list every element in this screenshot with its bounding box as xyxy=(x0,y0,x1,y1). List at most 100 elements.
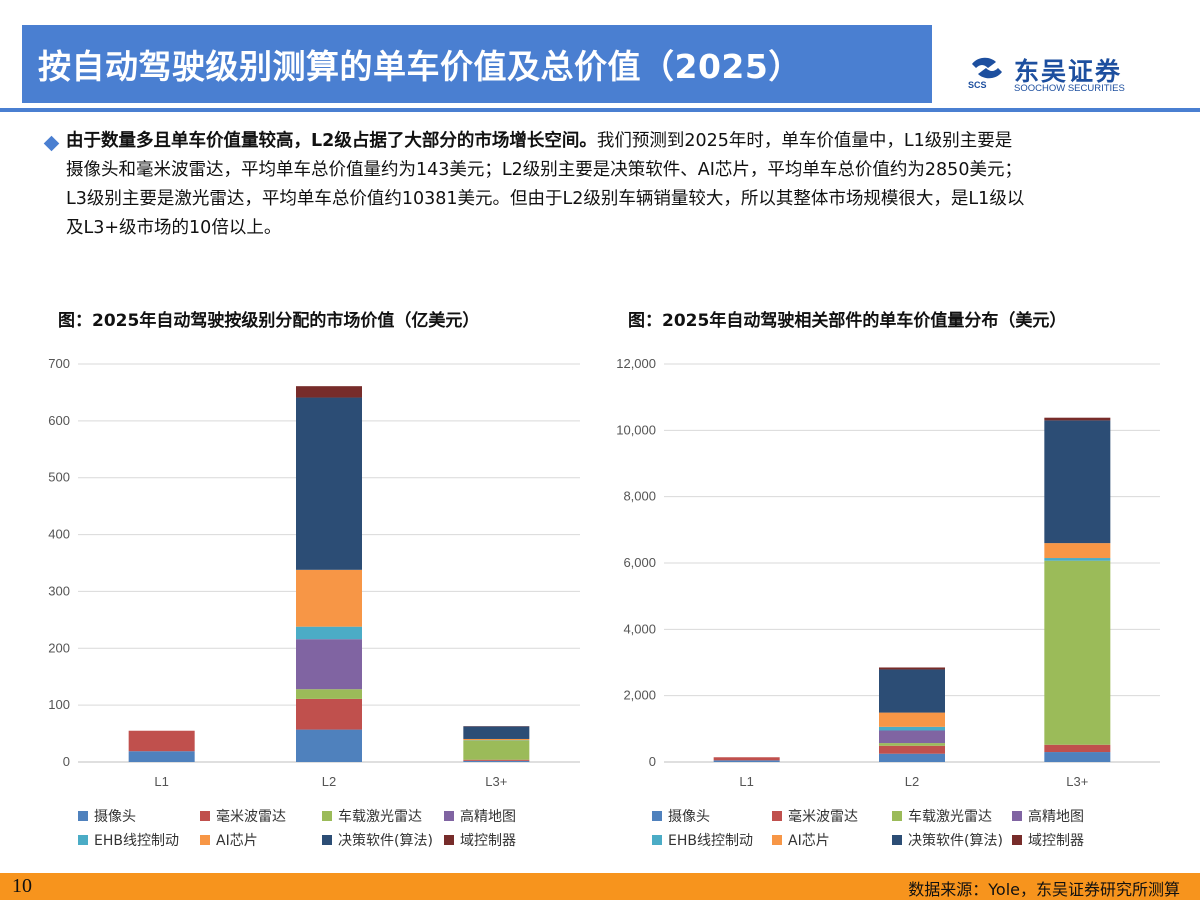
summary-line-4: 及L3+级市场的10倍以上。 xyxy=(66,218,282,238)
bar-segment xyxy=(296,689,362,699)
bar-segment xyxy=(463,760,530,762)
bar-segment xyxy=(296,698,362,730)
footer-bar: 10 数据来源：Yole，东吴证券研究所测算 xyxy=(0,873,1200,900)
bar-segment xyxy=(128,751,195,762)
x-tick-label: L3+ xyxy=(485,774,507,789)
legend-swatch xyxy=(322,811,332,821)
legend-label: 摄像头 xyxy=(668,809,710,825)
right-chart-title: 图：2025年自动驾驶相关部件的单车价值量分布（美元） xyxy=(628,311,1067,331)
legend-label: 域控制器 xyxy=(460,833,516,849)
x-tick-label: L2 xyxy=(905,774,919,789)
summary-line-3: L3级别主要是激光雷达，平均单车总价值约10381美元。但由于L2级别车辆销量较… xyxy=(66,189,1025,209)
y-tick-label: 300 xyxy=(48,583,70,598)
legend-label: EHB线控制动 xyxy=(668,833,753,849)
summary-line-1-rest: 我们预测到2025年时，单车价值量中，L1级别主要是 xyxy=(596,131,1013,151)
bar-segment xyxy=(128,730,195,752)
y-tick-label: 10,000 xyxy=(616,422,656,437)
y-tick-label: 6,000 xyxy=(623,555,656,570)
legend-label: 毫米波雷达 xyxy=(788,808,858,825)
bar-segment xyxy=(1044,420,1111,544)
x-tick-label: L1 xyxy=(739,774,753,789)
legend-swatch xyxy=(322,835,332,845)
y-tick-label: 0 xyxy=(63,754,70,769)
legend-label: 决策软件(算法) xyxy=(338,832,433,849)
bar-segment xyxy=(296,626,362,640)
y-tick-label: 200 xyxy=(48,640,70,655)
x-tick-label: L2 xyxy=(322,774,336,789)
legend-label: AI芯片 xyxy=(216,833,258,849)
y-tick-label: 700 xyxy=(48,356,70,371)
bar-segment xyxy=(1044,417,1111,421)
y-tick-label: 100 xyxy=(48,697,70,712)
legend-swatch xyxy=(892,835,902,845)
y-tick-label: 8,000 xyxy=(623,489,656,504)
legend-swatch xyxy=(652,811,662,821)
x-tick-label: L3+ xyxy=(1066,774,1088,789)
y-tick-label: 400 xyxy=(48,527,70,542)
legend-label: 车载激光雷达 xyxy=(338,808,422,825)
legend-label: 毫米波雷达 xyxy=(216,808,286,825)
bar-segment xyxy=(296,386,362,398)
logo-cn-text: 东吴证券 xyxy=(1014,57,1123,86)
bar-segment xyxy=(713,760,780,762)
y-tick-label: 0 xyxy=(649,754,656,769)
bar-segment xyxy=(879,745,945,754)
bar-segment xyxy=(1044,543,1111,559)
bar-segment xyxy=(879,743,945,746)
bar-segment xyxy=(1044,752,1111,762)
legend-swatch xyxy=(892,811,902,821)
y-tick-label: 600 xyxy=(48,413,70,428)
logo-en-text: SOOCHOW SECURITIES xyxy=(1014,83,1125,94)
legend-swatch xyxy=(200,835,210,845)
legend-label: 高精地图 xyxy=(460,808,516,825)
legend-swatch xyxy=(1012,835,1022,845)
bar-segment xyxy=(879,669,945,713)
legend-swatch xyxy=(444,835,454,845)
summary-paragraph: 由于数量多且单车价值量较高，L2级占据了大部分的市场增长空间。我们预测到2025… xyxy=(66,127,1166,243)
bar-segment xyxy=(463,759,530,761)
bar-segment xyxy=(463,726,530,739)
legend-swatch xyxy=(772,811,782,821)
summary-lead: 由于数量多且单车价值量较高，L2级占据了大部分的市场增长空间。 xyxy=(66,131,597,151)
bar-segment xyxy=(879,667,945,670)
bar-segment xyxy=(463,738,530,741)
logo-mark-icon: SCS xyxy=(968,57,1002,90)
legend-swatch xyxy=(78,811,88,821)
y-tick-label: 12,000 xyxy=(616,356,656,371)
summary-line-2: 摄像头和毫米波雷达，平均单车总价值量约为143美元；L2级别主要是决策软件、AI… xyxy=(66,160,1022,180)
legend-label: EHB线控制动 xyxy=(94,833,179,849)
bar-segment xyxy=(296,569,362,627)
legend-label: 摄像头 xyxy=(94,809,136,825)
x-tick-label: L1 xyxy=(154,774,168,789)
bar-segment xyxy=(879,712,945,727)
page-number: 10 xyxy=(12,875,32,897)
y-tick-label: 500 xyxy=(48,470,70,485)
bar-segment xyxy=(879,753,945,762)
legend-label: AI芯片 xyxy=(788,833,830,849)
left-chart-title: 图：2025年自动驾驶按级别分配的市场价值（亿美元） xyxy=(58,311,480,331)
summary-line-1: 由于数量多且单车价值量较高，L2级占据了大部分的市场增长空间。我们预测到2025… xyxy=(66,127,1166,156)
legend-label: 车载激光雷达 xyxy=(908,808,992,825)
legend-swatch xyxy=(200,811,210,821)
legend-swatch xyxy=(1012,811,1022,821)
legend-swatch xyxy=(652,835,662,845)
bar-segment xyxy=(879,730,945,744)
bar-segment xyxy=(1044,744,1111,753)
unit-value-chart: 0 2,000 4,000 6,000 8,000 10,000 12,000 L1 L2 L3+… xyxy=(616,356,1160,849)
legend-swatch xyxy=(772,835,782,845)
legend-label: 高精地图 xyxy=(1028,808,1084,825)
data-source: 数据来源：Yole，东吴证券研究所测算 xyxy=(908,880,1180,899)
legend-swatch xyxy=(444,811,454,821)
diamond-bullet-icon xyxy=(43,135,60,152)
company-logo: SCS 东吴证券 SOOCHOW SECURITIES xyxy=(968,50,1168,98)
legend-label: 域控制器 xyxy=(1028,833,1084,849)
y-tick-label: 4,000 xyxy=(623,621,656,636)
title-bar: 按自动驾驶级别测算的单车价值及总价值（2025） xyxy=(22,25,932,103)
page-title: 按自动驾驶级别测算的单车价值及总价值（2025） xyxy=(38,47,802,86)
bar-segment xyxy=(713,757,780,761)
legend-swatch xyxy=(78,835,88,845)
bar-segment xyxy=(296,397,362,570)
y-tick-label: 2,000 xyxy=(623,688,656,703)
bar-segment xyxy=(296,639,362,690)
bar-segment xyxy=(879,726,945,731)
